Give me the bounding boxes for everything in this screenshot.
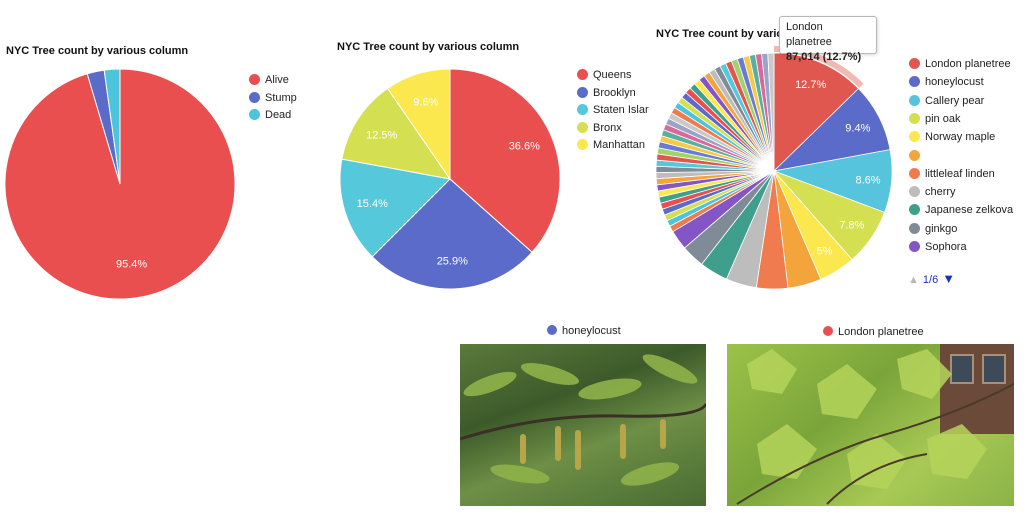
legend-label: Queens xyxy=(593,69,632,81)
caption-dot-icon xyxy=(823,326,833,336)
legend-swatch-icon xyxy=(577,139,588,150)
legend-label: cherry xyxy=(925,186,956,199)
legend-swatch-icon xyxy=(577,121,588,133)
pager-down-icon[interactable]: ▼ xyxy=(942,271,956,286)
honeylocust-photo-art xyxy=(460,354,706,486)
slice-value-label: 95.4% xyxy=(116,259,147,271)
legend-label: Brooklyn xyxy=(593,86,636,99)
planetree-photo-art xyxy=(736,349,1014,505)
slice-value-label: 36.6% xyxy=(509,141,540,153)
caption-dot-icon xyxy=(547,325,557,335)
legend-label: Norway maple xyxy=(925,131,996,144)
pie-slice-other[interactable] xyxy=(767,52,775,172)
slice-value-label: 5% xyxy=(817,246,833,258)
legend-label: littleleaf linden xyxy=(925,167,995,180)
chart2-pie: 36.6% 25.9% 15.4% 12.5% 9.6% xyxy=(339,68,561,290)
slice-value-label: 15.4% xyxy=(357,198,388,210)
slice-value-label: 12.7% xyxy=(795,79,826,91)
legend-label: London planetree xyxy=(925,58,1011,70)
photo-caption-text: honeylocust xyxy=(562,325,621,337)
building-window xyxy=(950,354,974,384)
legend-swatch-icon xyxy=(909,167,920,179)
building-window xyxy=(982,354,1006,384)
tooltip-label: London planetree xyxy=(786,21,832,48)
legend-label: pin oak xyxy=(925,112,961,125)
legend-swatch-icon xyxy=(909,222,920,234)
legend-swatch-icon xyxy=(909,58,920,69)
legend-swatch-icon xyxy=(909,76,920,88)
pie-slice-manhattan[interactable] xyxy=(386,68,451,181)
legend-label: Sophora xyxy=(925,241,967,253)
pie-slice-queens[interactable] xyxy=(449,68,561,253)
slice-value-label: 9.4% xyxy=(845,123,870,135)
legend-swatch-icon xyxy=(577,104,588,115)
legend-label: Alive xyxy=(265,74,289,86)
legend-swatch-icon xyxy=(249,91,260,103)
chart1-title: NYC Tree count by various column xyxy=(6,45,189,57)
photo-caption-london-planetree: London planetree xyxy=(823,325,924,339)
chart3-tooltip: London planetree 87,014 (12.7%) xyxy=(779,16,877,63)
pie-slice-bronx[interactable] xyxy=(341,87,452,180)
legend-swatch-icon xyxy=(577,69,588,80)
slice-value-label: 25.9% xyxy=(437,255,468,267)
pager-up-icon[interactable]: ▲ xyxy=(908,274,919,286)
pie-slice-staten-islar[interactable] xyxy=(339,158,452,258)
legend-label: Japanese zelkova xyxy=(925,204,1014,217)
legend-label: ginkgo xyxy=(925,222,958,235)
legend-pager: ▲ 1/6 ▼ xyxy=(908,271,955,286)
legend-swatch-icon xyxy=(909,204,920,216)
photo-caption-honeylocust: honeylocust xyxy=(547,324,621,338)
legend-label: Staten Islar xyxy=(593,104,649,116)
legend-swatch-icon xyxy=(249,74,260,85)
legend-label: honeylocust xyxy=(925,76,984,89)
legend-label: Callery pear xyxy=(925,94,985,107)
legend-swatch-icon xyxy=(909,186,920,198)
honeylocust-photo xyxy=(460,344,706,506)
legend-label: Bronx xyxy=(593,121,622,134)
legend-label: Dead xyxy=(265,109,292,121)
legend-swatch-icon xyxy=(909,149,920,161)
photo-caption-text: London planetree xyxy=(838,326,924,338)
chart3-pie: 12.7% 9.4% 8.6% 7.8% 5% xyxy=(655,46,893,290)
legend-swatch-icon xyxy=(909,241,920,252)
legend-label: Stump xyxy=(265,91,297,104)
chart1-pie: 95.4% xyxy=(4,68,236,300)
slice-value-label: 7.8% xyxy=(839,220,864,232)
legend-swatch-icon xyxy=(909,94,920,106)
chart2-title: NYC Tree count by various column xyxy=(337,41,520,53)
slice-value-label: 9.6% xyxy=(413,96,438,108)
legend-swatch-icon xyxy=(909,112,920,124)
legend-swatch-icon xyxy=(909,131,920,143)
legend-label: Manhattan xyxy=(593,139,645,151)
tooltip-value: 87,014 (12.7%) xyxy=(786,51,862,63)
london-planetree-photo xyxy=(727,344,1014,506)
slice-value-label: 8.6% xyxy=(855,174,880,186)
pie-slice-brooklyn[interactable] xyxy=(371,178,533,290)
pager-label: 1/6 xyxy=(922,274,939,286)
pie-slice-dead[interactable] xyxy=(103,68,121,185)
legend-swatch-icon xyxy=(249,109,260,120)
slice-value-label: 12.5% xyxy=(366,130,397,142)
legend-swatch-icon xyxy=(577,86,588,98)
pie-slice-london-planetree[interactable] xyxy=(773,52,860,172)
